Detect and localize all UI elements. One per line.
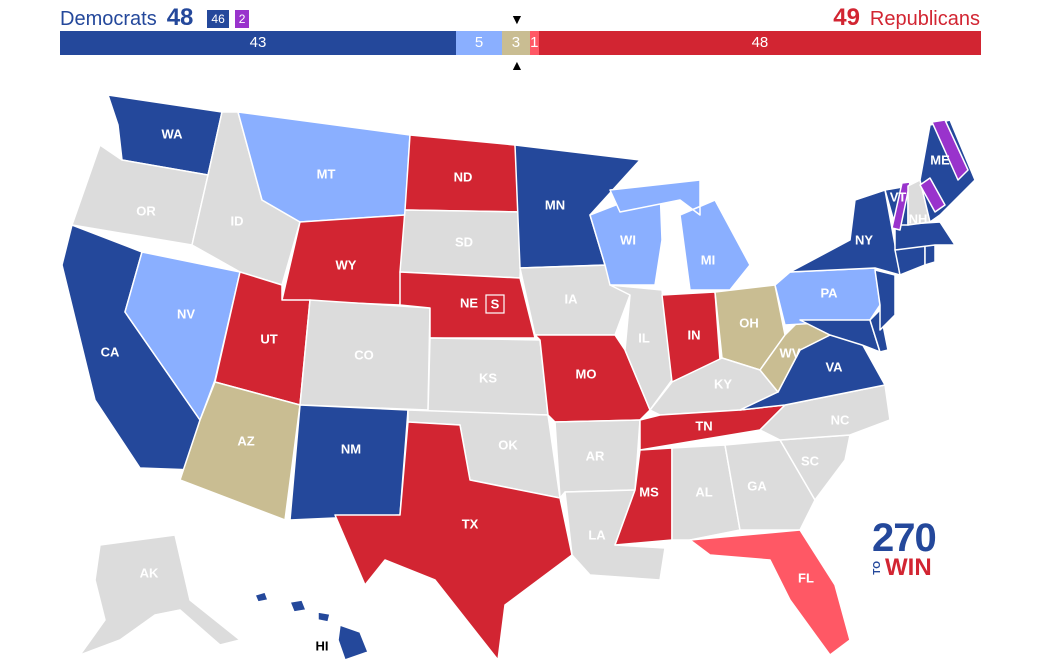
label-pa: PA [820,285,838,300]
label-ok: OK [498,437,518,452]
label-nv: NV [177,306,195,321]
label-ak: AK [140,565,159,580]
state-nj[interactable] [874,269,896,331]
label-ar: AR [586,448,605,463]
label-nh: NH [909,211,928,226]
270towin-logo: 270 TO WIN [872,518,952,580]
state-de[interactable] [869,309,889,353]
state-ri[interactable] [924,244,936,266]
state-me-independent-stripe-1 [931,119,969,181]
seat-balance-bar: 43 5 3 1 48 [60,31,981,55]
label-mo: MO [576,366,597,381]
label-hi: HI [316,638,329,653]
label-id: ID [231,213,244,228]
state-mi[interactable] [609,179,751,291]
democrats-label: Democrats [60,8,157,30]
label-ga: GA [747,478,767,493]
state-fl[interactable] [689,529,851,656]
state-ny[interactable] [789,189,901,276]
label-ne: NE [460,295,478,310]
republicans-label: Republicans [869,8,980,30]
label-wy: WY [336,257,357,272]
label-or: OR [136,203,156,218]
democrats-seats-badge: 46 [207,10,229,28]
bar-segment-safe-dem: 43 [60,31,457,55]
label-mi: MI [701,252,715,267]
label-il: IL [638,330,650,345]
logo-number: 270 [872,516,937,560]
label-ks: KS [479,370,497,385]
midpoint-arrow-up-icon: ▲ [510,57,524,73]
label-ny: NY [855,232,873,247]
label-nm: NM [341,441,361,456]
republicans-total: 49 [833,4,860,31]
label-wi: WI [620,232,636,247]
label-ms: MS [639,484,659,499]
bar-segment-safe-rep: 48 [538,31,981,55]
label-in: IN [688,327,701,342]
label-az: AZ [237,433,254,448]
label-wv: WV [780,345,801,360]
label-vt: VT [890,189,907,204]
label-sc: SC [801,453,820,468]
logo-win: WIN [885,554,932,581]
state-md[interactable] [799,319,881,353]
logo-to: TO [872,561,883,575]
state-nm[interactable] [289,404,409,521]
bar-segment-tossup: 3 [502,31,530,55]
democrats-total: 48 [166,4,194,31]
state-ms[interactable] [614,447,673,546]
state-ma[interactable] [894,221,956,251]
label-tn: TN [695,418,712,433]
label-co: CO [354,347,374,362]
midpoint-arrow-down-icon: ▼ [510,11,524,27]
state-me-independent-stripe-2 [919,177,946,213]
label-oh: OH [739,315,759,330]
label-ia: IA [565,291,579,306]
state-al[interactable] [671,444,741,541]
state-hi[interactable] [254,591,369,661]
label-tx: TX [462,516,479,531]
nebraska-special-election-marker [485,294,505,314]
label-me: ME [930,152,950,167]
democrats-header: Democrats 48 46 2 [60,4,250,32]
label-ut: UT [260,331,277,346]
label-fl: FL [798,570,814,585]
label-mn: MN [545,197,565,212]
label-al: AL [695,484,712,499]
label-mt: MT [317,166,336,181]
bar-segment-lean-dem: 5 [456,31,503,55]
state-tx[interactable] [334,421,573,661]
label-ca: CA [101,344,120,359]
label-nd: ND [454,169,473,184]
republicans-header: 49 Republicans [833,4,980,32]
label-va: VA [825,359,843,374]
label-sd: SD [455,234,473,249]
nebraska-special-marker-label: S [491,296,500,311]
state-ia[interactable] [519,264,631,336]
label-ky: KY [714,376,732,391]
bar-segment-lean-rep: 1 [529,31,539,55]
state-ak[interactable] [79,534,241,656]
label-la: LA [588,527,606,542]
label-wa: WA [162,126,184,141]
state-az[interactable] [179,381,301,521]
independents-seats-badge: 2 [234,10,250,28]
state-vt-independent-stripe [891,181,911,231]
label-nc: NC [831,412,850,427]
